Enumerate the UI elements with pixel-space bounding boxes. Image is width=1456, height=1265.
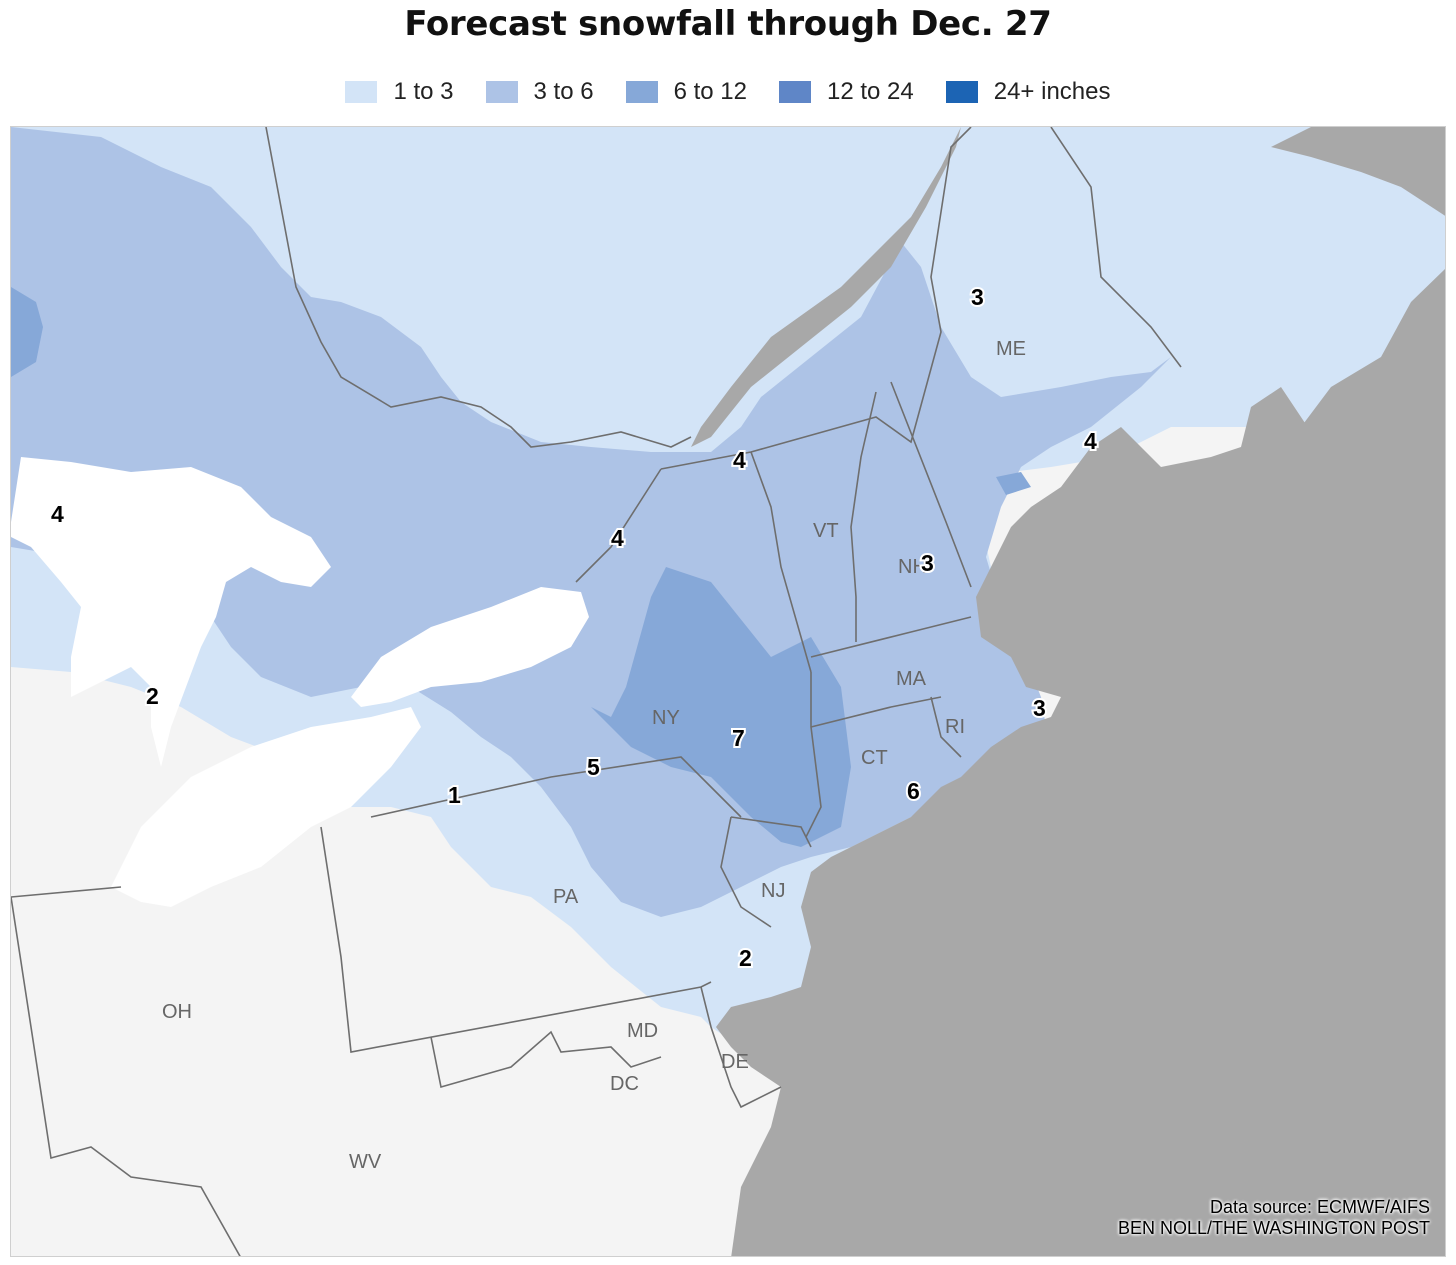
legend-swatch [485, 81, 518, 103]
snow-zone-6-to-12 [11, 287, 43, 377]
snowfall-value-label: 7 [732, 725, 745, 751]
legend-label: 6 to 12 [673, 78, 747, 105]
border-line [370, 756, 742, 818]
snowfall-value-label: 2 [739, 945, 752, 971]
snowfall-value-label: 3 [1033, 695, 1046, 721]
legend-swatch [945, 81, 978, 103]
state-label-nh: NH [898, 556, 927, 578]
state-label-nj: NJ [761, 880, 785, 902]
border-line [930, 696, 962, 758]
state-label-dc: DC [610, 1073, 639, 1095]
legend: 1 to 3 3 to 6 6 to 12 12 to 24 24+ inche… [0, 78, 1456, 106]
snowfall-value-label: 4 [1084, 428, 1097, 454]
map-title: Forecast snowfall through Dec. 27 [404, 4, 1052, 44]
state-label-ri: RI [945, 716, 965, 738]
border-line [11, 896, 241, 1256]
lake-ontario [351, 587, 589, 707]
border-line [890, 381, 972, 588]
border-line [660, 127, 972, 470]
ocean [691, 127, 961, 447]
ocean [1271, 127, 1445, 216]
border-line [805, 672, 822, 838]
border-line [730, 816, 812, 848]
state-label-oh: OH [162, 1001, 192, 1023]
border-line [265, 127, 692, 448]
border-line [320, 826, 712, 1053]
state-label-ny: NY [652, 707, 680, 729]
border-line [1050, 127, 1182, 368]
lake-huron [11, 457, 331, 767]
snow-zone-6-to-12 [996, 472, 1031, 495]
state-label-vt: VT [813, 520, 839, 542]
snowfall-value-label: 3 [921, 550, 934, 576]
map-canvas: ME VT NH MA NY CT RI PA NJ OH MD DE DC W… [11, 127, 1445, 1256]
border-line [810, 616, 972, 658]
author-credit: BEN NOLL/THE WASHINGTON POST [1117, 1218, 1430, 1238]
snowfall-value-label: 4 [51, 501, 64, 527]
legend-item: 3 to 6 [485, 78, 594, 106]
lake-erie [111, 707, 421, 907]
legend-label: 12 to 24 [826, 78, 914, 105]
snowfall-map: ME VT NH MA NY CT RI PA NJ OH MD DE DC W… [10, 126, 1446, 1257]
state-label-me: ME [996, 338, 1026, 360]
border-line [575, 468, 662, 583]
snowfall-value-label: 1 [448, 782, 461, 808]
data-source: Data source: ECMWF/AIFS [1209, 1197, 1430, 1217]
state-label-ct: CT [861, 747, 888, 769]
legend-label: 24+ inches [993, 78, 1111, 105]
state-label-pa: PA [553, 886, 579, 908]
border-line [720, 816, 772, 928]
border-line [430, 1030, 662, 1089]
credit: Data source: ECMWF/AIFS BEN NOLL/THE WAS… [1118, 1197, 1430, 1239]
snow-zone-3-to-6 [11, 127, 1171, 917]
legend-label: 3 to 6 [533, 78, 594, 105]
border-line [700, 986, 782, 1109]
legend-item: 6 to 12 [625, 78, 747, 106]
legend-swatch [778, 81, 811, 103]
legend-swatch [625, 81, 658, 103]
border-line [850, 391, 877, 642]
snowfall-value-label: 6 [907, 778, 920, 804]
snowfall-value-label: 4 [611, 525, 624, 551]
border-line [810, 696, 942, 728]
borders [11, 127, 1182, 1256]
legend-swatch [345, 81, 378, 103]
border-line [11, 886, 122, 898]
ocean [716, 268, 1445, 1256]
snowfall-value-label: 3 [971, 284, 984, 310]
legend-item: 12 to 24 [778, 78, 914, 106]
state-label-ma: MA [896, 668, 927, 690]
border-line [750, 451, 812, 673]
snowfall-value-label: 2 [146, 683, 159, 709]
state-label-de: DE [721, 1051, 749, 1073]
state-label-wv: WV [349, 1151, 382, 1173]
legend-item: 1 to 3 [345, 78, 454, 106]
legend-label: 1 to 3 [393, 78, 454, 105]
legend-item: 24+ inches [945, 78, 1111, 106]
snowfall-value-label: 5 [587, 754, 600, 780]
snow-zone-6-to-12 [591, 567, 851, 847]
state-label-md: MD [627, 1020, 658, 1042]
snowfall-value-label: 4 [733, 447, 746, 473]
